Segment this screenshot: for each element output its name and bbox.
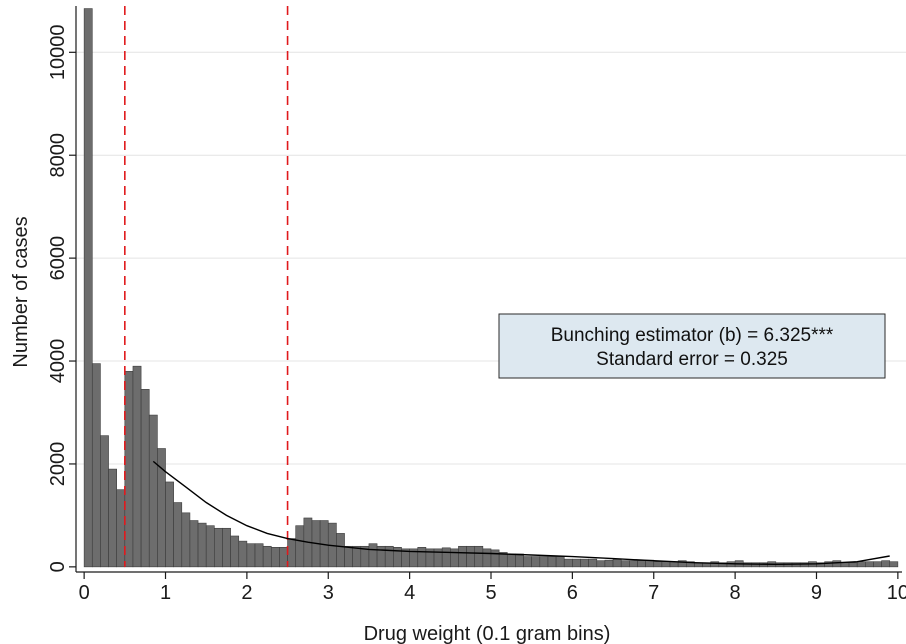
threshold-lines <box>124 6 289 567</box>
bar <box>596 560 606 568</box>
bar <box>490 549 500 568</box>
bar <box>116 489 126 568</box>
bar <box>474 545 484 568</box>
bar <box>238 540 248 568</box>
bar <box>295 525 305 568</box>
x-tick-label: 10 <box>887 582 906 604</box>
bar <box>205 525 215 568</box>
axes: 0 1 2 3 4 5 6 7 8 9 10 0 2000 4000 6000 8000 10000 <box>47 6 906 604</box>
gridlines <box>76 51 906 465</box>
x-axis-ticks: 0 1 2 3 4 5 6 7 8 9 10 <box>79 572 906 604</box>
bar <box>555 556 565 568</box>
x-tick-label: 3 <box>323 582 334 604</box>
y-tick-label: 2000 <box>47 442 69 487</box>
bar <box>417 547 427 568</box>
bar <box>246 543 256 568</box>
histogram-bars <box>83 8 899 568</box>
bar <box>889 561 899 568</box>
bar <box>653 561 663 568</box>
bar <box>450 548 459 568</box>
bar <box>368 543 378 568</box>
bar <box>856 561 866 568</box>
bar <box>384 545 394 568</box>
bar <box>873 561 882 568</box>
bar <box>441 547 451 568</box>
bar <box>262 545 272 568</box>
bunching-estimator-text: Bunching estimator (b) = 6.325*** <box>551 325 834 346</box>
bar <box>132 365 142 568</box>
bar <box>222 527 231 568</box>
bar <box>230 535 240 568</box>
bar <box>637 560 646 568</box>
fitted-curve <box>152 460 890 566</box>
x-tick-label: 4 <box>404 582 415 604</box>
bar <box>629 560 638 568</box>
bar <box>181 512 191 568</box>
bar <box>848 562 858 568</box>
bar <box>865 561 874 568</box>
bar <box>100 435 109 568</box>
x-tick-label: 9 <box>811 582 822 604</box>
bar <box>140 389 150 568</box>
bar <box>580 558 589 568</box>
bar <box>124 371 134 568</box>
bar <box>336 533 345 568</box>
bar <box>91 363 101 568</box>
bar <box>279 547 288 568</box>
bar <box>572 558 581 568</box>
y-axis-title: Number of cases <box>10 216 32 367</box>
x-tick-label: 6 <box>567 582 578 604</box>
x-axis-title: Drug weight (0.1 gram bins) <box>364 623 611 644</box>
bar <box>531 556 541 568</box>
bar <box>254 543 264 568</box>
bar <box>563 558 573 568</box>
bar <box>482 548 492 568</box>
y-tick-label: 8000 <box>47 133 69 178</box>
bar <box>214 527 223 568</box>
bar <box>523 556 532 568</box>
bar <box>604 559 614 568</box>
bar <box>83 8 93 568</box>
x-tick-label: 8 <box>730 582 741 604</box>
bar <box>466 545 476 568</box>
x-tick-label: 7 <box>648 582 659 604</box>
bar <box>506 553 516 568</box>
bar <box>108 468 117 568</box>
x-tick-label: 0 <box>79 582 90 604</box>
annotation-box: Bunching estimator (b) = 6.325*** Standa… <box>498 313 886 379</box>
bar <box>612 558 622 568</box>
bar <box>515 553 524 568</box>
bar <box>148 414 158 568</box>
bar <box>840 562 850 568</box>
bar <box>661 561 671 568</box>
bar <box>165 481 174 568</box>
standard-error-text: Standard error = 0.325 <box>596 349 788 370</box>
bar <box>270 547 280 568</box>
bar <box>344 545 353 568</box>
bar <box>547 556 557 568</box>
x-tick-label: 2 <box>241 582 252 604</box>
x-tick-label: 5 <box>485 582 496 604</box>
x-tick-label: 1 <box>160 582 171 604</box>
bar <box>620 560 630 568</box>
y-tick-label: 6000 <box>47 236 69 281</box>
bar <box>881 560 891 568</box>
bar <box>588 558 598 568</box>
bar <box>173 502 183 568</box>
bar <box>458 545 467 568</box>
bar <box>197 522 207 568</box>
y-tick-label: 10000 <box>47 24 69 80</box>
annotation-background <box>498 313 886 379</box>
bar <box>539 556 549 568</box>
bar <box>832 560 842 568</box>
y-axis-ticks: 0 2000 4000 6000 8000 10000 <box>47 24 76 572</box>
y-tick-label: 4000 <box>47 339 69 384</box>
bar <box>287 538 297 568</box>
bar <box>352 545 362 568</box>
bar <box>189 520 199 568</box>
y-tick-label: 0 <box>47 561 69 572</box>
